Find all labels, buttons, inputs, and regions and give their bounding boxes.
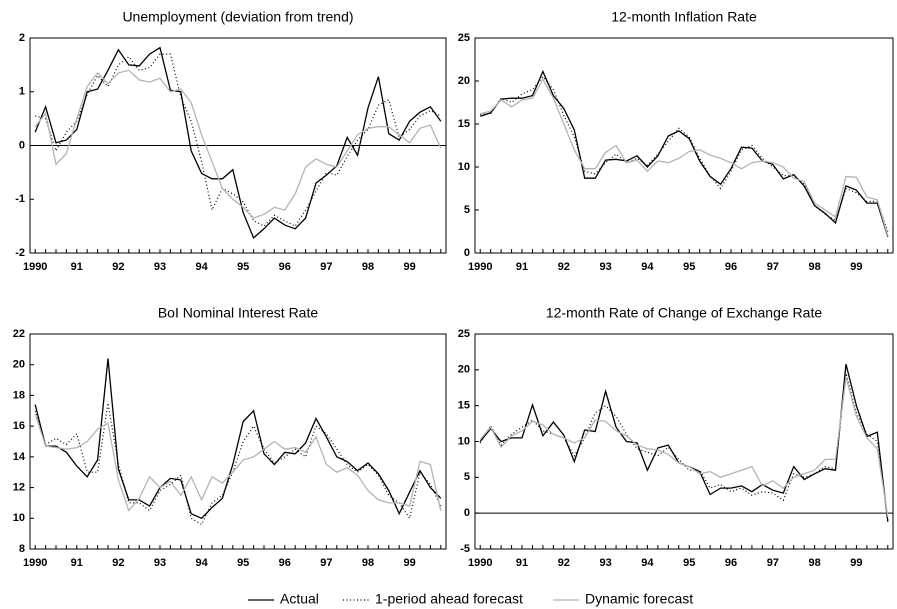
y-tick-label: 5 (464, 471, 470, 483)
series-line (479, 363, 889, 522)
x-tick-label: 91 (71, 557, 83, 569)
series-line (479, 376, 889, 517)
x-tick-label: 93 (154, 261, 166, 273)
x-tick-label: 92 (558, 261, 570, 273)
series-line (34, 402, 442, 526)
x-tick-label: 96 (725, 261, 737, 273)
x-tick-label: 95 (683, 557, 695, 569)
x-tick-label: 97 (767, 557, 779, 569)
x-tick-label: 99 (850, 261, 862, 273)
y-tick-label: 25 (458, 328, 470, 340)
x-tick-label: 95 (683, 261, 695, 273)
y-tick-label: 25 (458, 32, 470, 44)
plot-frame (29, 333, 447, 550)
y-tick-label: 0 (464, 507, 470, 519)
y-tick-label: 22 (13, 328, 25, 340)
plot-frame (474, 333, 894, 550)
y-tick-label: 14 (13, 451, 26, 463)
series-line (479, 69, 889, 237)
x-tick-label: 96 (279, 261, 291, 273)
x-tick-label: 95 (237, 557, 249, 569)
legend-label: Actual (280, 591, 319, 607)
x-tick-label: 91 (516, 261, 528, 273)
x-tick-label: 94 (195, 557, 208, 569)
x-tick-label: 96 (725, 557, 737, 569)
series-line (35, 53, 442, 227)
x-tick-label: 93 (154, 557, 166, 569)
chart-title: 12-month Rate of Change of Exchange Rate (546, 305, 823, 321)
series-line (34, 413, 442, 512)
x-tick-label: 91 (516, 557, 528, 569)
legend-label: Dynamic forecast (585, 591, 693, 607)
y-tick-label: -2 (15, 247, 25, 259)
y-tick-label: 20 (13, 359, 25, 371)
x-tick-label: 95 (237, 261, 249, 273)
x-tick-label: 98 (809, 557, 821, 569)
x-tick-label: 97 (320, 261, 332, 273)
x-tick-label: 1990 (23, 557, 47, 569)
y-tick-label: 20 (458, 75, 470, 87)
chart-title: Unemployment (deviation from trend) (122, 9, 353, 25)
x-tick-label: 93 (600, 261, 612, 273)
series-line (480, 75, 889, 232)
x-tick-label: 94 (195, 261, 208, 273)
y-tick-label: 10 (13, 512, 25, 524)
legend-label: 1-period ahead forecast (375, 591, 523, 607)
y-tick-label: 2 (19, 32, 25, 44)
y-tick-label: 0 (464, 247, 470, 259)
x-tick-label: 99 (850, 557, 862, 569)
series-line (480, 77, 889, 236)
y-tick-label: 12 (13, 481, 25, 493)
y-tick-label: 1 (19, 86, 25, 98)
x-tick-label: 94 (641, 557, 654, 569)
x-tick-label: 93 (600, 557, 612, 569)
y-tick-label: 8 (19, 543, 25, 555)
x-tick-label: 1990 (468, 557, 492, 569)
x-tick-label: 98 (809, 261, 821, 273)
chart-title: BoI Nominal Interest Rate (158, 305, 319, 321)
x-tick-label: 91 (71, 261, 83, 273)
y-tick-label: -1 (15, 193, 25, 205)
x-tick-label: 92 (112, 261, 124, 273)
x-tick-label: 92 (558, 557, 570, 569)
y-tick-label: -5 (460, 543, 470, 555)
series-line (34, 46, 442, 239)
y-tick-label: 10 (458, 435, 470, 447)
x-tick-label: 99 (403, 261, 415, 273)
x-tick-label: 98 (362, 261, 374, 273)
series-line (479, 373, 889, 521)
chart-title: 12-month Inflation Rate (611, 9, 757, 25)
x-tick-label: 97 (767, 261, 779, 273)
y-tick-label: 5 (464, 204, 470, 216)
plot-frame (474, 37, 894, 254)
x-tick-label: 98 (362, 557, 374, 569)
x-tick-label: 96 (279, 557, 291, 569)
x-tick-label: 1990 (23, 261, 47, 273)
series-line (34, 358, 442, 520)
x-tick-label: 94 (641, 261, 654, 273)
y-tick-label: 10 (458, 161, 470, 173)
y-tick-label: 0 (19, 139, 25, 151)
y-tick-label: 15 (458, 118, 470, 130)
x-tick-label: 1990 (468, 261, 492, 273)
series-line (34, 69, 442, 219)
y-tick-label: 15 (458, 400, 470, 412)
x-tick-label: 92 (112, 557, 124, 569)
y-tick-label: 18 (13, 389, 25, 401)
y-tick-label: 16 (13, 420, 25, 432)
x-tick-label: 99 (403, 557, 415, 569)
y-tick-label: 20 (458, 364, 470, 376)
x-tick-label: 97 (320, 557, 332, 569)
